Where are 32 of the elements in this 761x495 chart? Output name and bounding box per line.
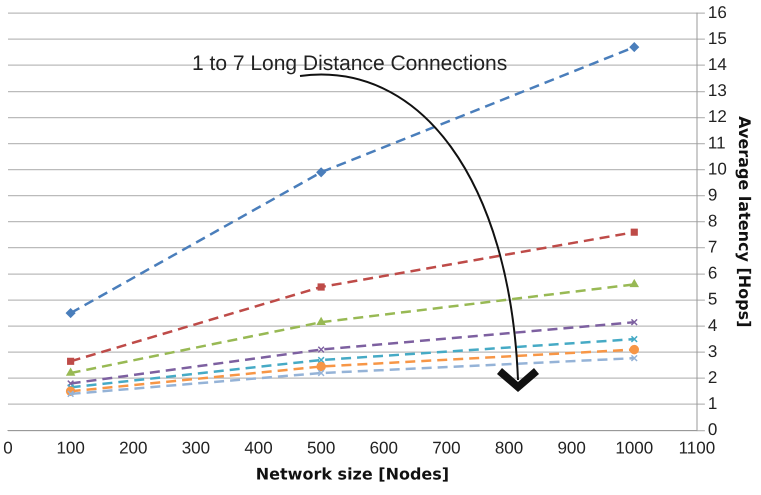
y-tick-label: 14 bbox=[708, 55, 727, 74]
y-tick-label: 0 bbox=[708, 420, 718, 440]
y-tick-label: 13 bbox=[708, 81, 727, 100]
x-tick-label: 900 bbox=[557, 438, 586, 458]
x-tick-label: 0 bbox=[3, 438, 13, 458]
x-tick-label: 200 bbox=[119, 438, 148, 458]
x-tick-label: 1100 bbox=[678, 438, 716, 458]
x-tick-label: 500 bbox=[306, 438, 336, 458]
y-axis-title: Average latency [Hops] bbox=[735, 116, 754, 328]
y-tick-label: 15 bbox=[708, 28, 727, 48]
x-tick-label: 600 bbox=[370, 438, 398, 458]
x-tick-label: 700 bbox=[432, 438, 461, 458]
x-tick-label: 400 bbox=[244, 438, 273, 458]
y-tick-label: 2 bbox=[708, 368, 718, 387]
y-tick-label: 9 bbox=[708, 185, 718, 204]
x-axis-title: Network size [Nodes] bbox=[256, 464, 450, 484]
y-tick-label: 11 bbox=[708, 133, 726, 152]
y-tick-label: 8 bbox=[708, 211, 718, 230]
y-tick-label: 1 bbox=[708, 394, 718, 414]
y-tick-label: 6 bbox=[708, 264, 718, 283]
y-tick-label: 3 bbox=[708, 342, 718, 361]
x-tick-label: 300 bbox=[182, 438, 210, 458]
x-tick-label: 800 bbox=[494, 438, 524, 458]
y-tick-label: 12 bbox=[708, 107, 727, 126]
y-tick-label: 16 bbox=[708, 2, 727, 22]
annotation: 1 to 7 Long Distance Connections bbox=[192, 52, 508, 75]
y-tick-label: 10 bbox=[708, 159, 727, 178]
y-tick-label: 5 bbox=[708, 290, 718, 309]
y-tick-label: 7 bbox=[708, 238, 718, 257]
x-tick-label: 100 bbox=[56, 438, 85, 458]
y-tick-label: 4 bbox=[708, 316, 718, 335]
x-tick-label: 1000 bbox=[615, 438, 654, 458]
